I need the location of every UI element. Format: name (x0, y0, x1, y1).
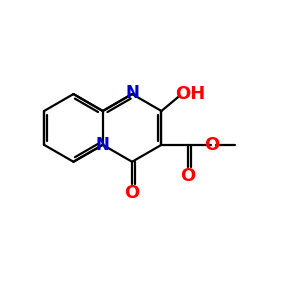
Text: O: O (124, 184, 140, 202)
Text: OH: OH (175, 85, 206, 103)
Text: N: N (96, 136, 110, 154)
Text: O: O (180, 167, 196, 185)
Text: O: O (204, 136, 220, 154)
Text: N: N (125, 85, 139, 103)
